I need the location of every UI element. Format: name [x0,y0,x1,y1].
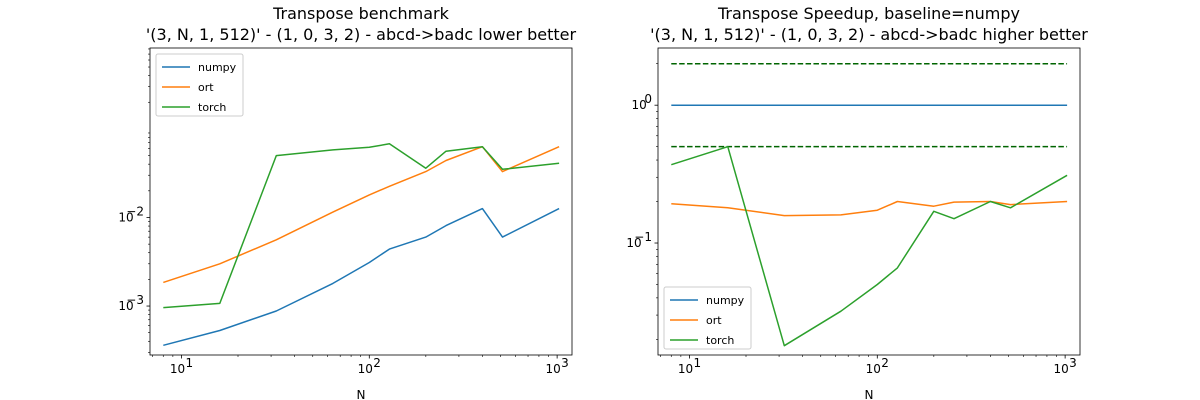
plot-frame [149,47,573,356]
legend-label-numpy: numpy [198,61,237,74]
x-tick-label: 10 [170,362,185,376]
series-line-torch [671,145,1068,347]
x-tick-label: 10 [1053,362,1068,376]
x-tick-label: 10 [358,362,373,376]
chart-benchmark: Transpose benchmark '(3, N, 1, 512)' - (… [118,4,576,400]
y-tick-label: 10 [632,98,647,112]
x-axis-label: N [357,388,366,400]
x-tick-exponent: 2 [881,356,889,370]
legend-label-torch: torch [706,334,734,347]
x-tick-exponent: 3 [561,356,569,370]
legend-label-numpy: numpy [706,294,745,307]
legend-box [155,53,244,117]
chart-title-line1: Transpose Speedup, baseline=numpy [717,4,1020,23]
x-tick-label: 10 [866,362,881,376]
chart-title-line1: Transpose benchmark [272,4,450,23]
chart-speedup: Transpose Speedup, baseline=numpy '(3, N… [626,4,1088,400]
series-line-ort [671,200,1068,217]
series-line-torch [163,143,560,309]
x-tick-label: 10 [678,362,693,376]
y-tick-label: 10 [118,299,133,313]
y-tick-label: 10 [626,236,641,250]
chart-title-line2: '(3, N, 1, 512)' - (1, 0, 3, 2) - abcd->… [146,25,577,44]
x-tick-exponent: 3 [1069,356,1077,370]
legend-label-ort: ort [198,81,214,94]
y-tick-label: 10 [118,210,133,224]
x-tick-exponent: 2 [373,356,381,370]
plot-frame [657,47,1081,356]
x-axis-label: N [865,388,874,400]
legend-box [663,286,752,350]
series-line-numpy [163,207,560,347]
y-tick-exponent: −2 [126,204,144,218]
x-tick-label: 10 [545,362,560,376]
chart-title-line2: '(3, N, 1, 512)' - (1, 0, 3, 2) - abcd->… [650,25,1088,44]
y-tick-exponent: 0 [644,92,652,106]
legend-label-ort: ort [706,314,722,327]
y-tick-exponent: −1 [634,230,652,244]
y-tick-exponent: −3 [126,293,144,307]
legend-label-torch: torch [198,101,226,114]
x-tick-exponent: 1 [693,356,701,370]
x-tick-exponent: 1 [185,356,193,370]
